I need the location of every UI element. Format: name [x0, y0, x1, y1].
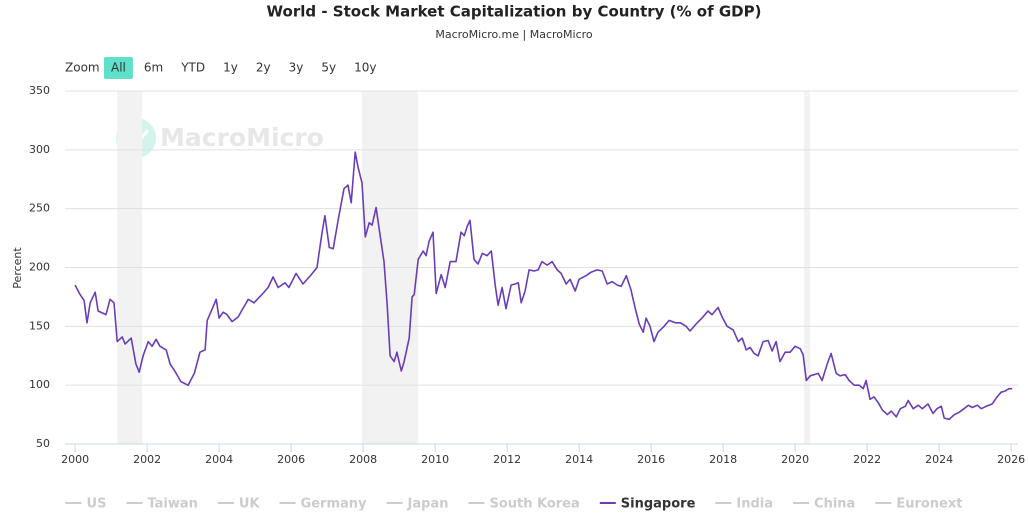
- x-tick-label: 2000: [61, 453, 89, 466]
- x-tick-label: 2002: [133, 453, 161, 466]
- range-button[interactable]: 1y: [216, 57, 245, 79]
- y-tick-label: 150: [29, 319, 50, 332]
- range-button-label[interactable]: 10y: [354, 61, 376, 75]
- y-tick-label: 50: [36, 437, 50, 450]
- chart-subtitle: MacroMicro.me | MacroMicro: [435, 28, 593, 41]
- legend-label[interactable]: India: [736, 497, 773, 512]
- watermark: MacroMicro: [116, 118, 324, 158]
- y-tick-label: 100: [29, 378, 50, 391]
- range-button-label[interactable]: 2y: [256, 61, 271, 75]
- range-button[interactable]: 10y: [347, 57, 383, 79]
- x-tick-label: 2026: [997, 453, 1025, 466]
- y-tick-label: 250: [29, 202, 50, 215]
- legend-label[interactable]: US: [87, 497, 107, 512]
- legend-item[interactable]: Singapore: [599, 497, 696, 512]
- range-button-label[interactable]: YTD: [180, 61, 205, 75]
- x-tick-label: 2006: [277, 453, 305, 466]
- range-button-label[interactable]: 1y: [223, 61, 238, 75]
- chart-title: World - Stock Market Capitalization by C…: [267, 3, 762, 21]
- legend-label[interactable]: Singapore: [621, 497, 696, 512]
- range-button[interactable]: 5y: [314, 57, 343, 79]
- range-button-label[interactable]: All: [111, 61, 126, 75]
- zoom-label: Zoom: [65, 61, 100, 75]
- legend-label[interactable]: Taiwan: [147, 497, 197, 512]
- legend-label[interactable]: Germany: [301, 497, 367, 512]
- legend-label[interactable]: China: [814, 497, 855, 512]
- x-tick-label: 2010: [421, 453, 449, 466]
- legend-label[interactable]: Euronext: [896, 497, 962, 512]
- legend-label[interactable]: UK: [239, 497, 261, 512]
- legend-item[interactable]: Taiwan: [126, 497, 198, 512]
- x-tick-label: 2024: [925, 453, 953, 466]
- range-button-label[interactable]: 3y: [289, 61, 304, 75]
- watermark-text: MacroMicro: [160, 123, 324, 152]
- series-line: [74, 151, 1013, 421]
- y-tick-label: 200: [29, 261, 50, 274]
- range-button[interactable]: 6m: [137, 57, 170, 79]
- range-button-label[interactable]: 6m: [144, 61, 163, 75]
- range-button-label[interactable]: 5y: [321, 61, 336, 75]
- x-tick-label: 2012: [493, 453, 521, 466]
- legend-item[interactable]: China: [793, 497, 855, 512]
- x-tick-label: 2020: [781, 453, 809, 466]
- legend-item[interactable]: US: [65, 497, 107, 512]
- legend-item[interactable]: South Korea: [468, 497, 580, 512]
- x-tick-label: 2016: [637, 453, 665, 466]
- x-tick-label: 2018: [709, 453, 737, 466]
- range-button[interactable]: YTD: [174, 57, 212, 79]
- range-button-bg: [104, 57, 133, 79]
- legend-item[interactable]: Japan: [386, 497, 449, 512]
- x-tick-label: 2022: [853, 453, 881, 466]
- range-button[interactable]: 3y: [282, 57, 311, 79]
- x-tick-label: 2014: [565, 453, 593, 466]
- x-tick-label: 2004: [205, 453, 233, 466]
- legend-item[interactable]: UK: [217, 497, 261, 512]
- legend-item[interactable]: Euronext: [875, 497, 962, 512]
- legend-label[interactable]: Japan: [407, 497, 449, 512]
- legend-label[interactable]: South Korea: [489, 497, 579, 512]
- legend: US Taiwan UK Germany Japan South Korea Singapo…: [65, 497, 962, 512]
- range-button[interactable]: All: [104, 57, 133, 79]
- y-tick-label: 300: [29, 143, 50, 156]
- legend-item[interactable]: India: [715, 497, 773, 512]
- x-tick-label: 2008: [349, 453, 377, 466]
- legend-item[interactable]: Germany: [279, 497, 367, 512]
- y-axis-label: Percent: [11, 247, 24, 289]
- range-button[interactable]: 2y: [249, 57, 278, 79]
- y-tick-label: 350: [29, 84, 50, 97]
